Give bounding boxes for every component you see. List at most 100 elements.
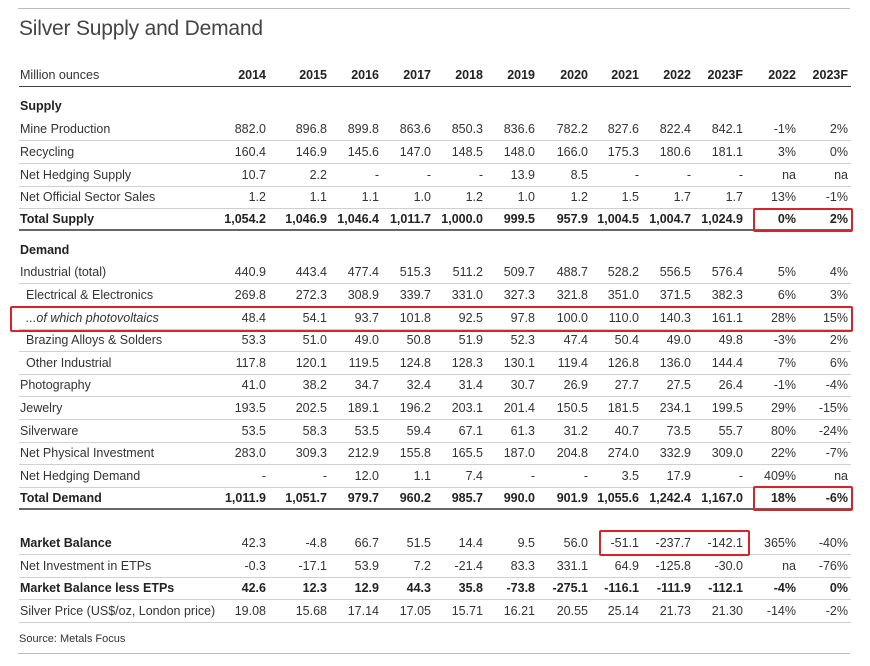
table-cell: 15.68 (295, 604, 327, 618)
table-cell: 827.6 (607, 122, 639, 136)
table-row: Net Investment in ETPs -0.3 -17.1 53.9 7.2 -2… (19, 556, 851, 578)
table-cell: 21.30 (711, 604, 743, 618)
table-cell: 339.7 (399, 288, 431, 302)
table-cell: 1.2 (465, 190, 483, 204)
table-cell: 44.3 (406, 581, 431, 595)
table-cell: 882.0 (234, 122, 266, 136)
table-cell: 19.08 (234, 604, 266, 618)
table-cell: 25.14 (607, 604, 639, 618)
table-cell: 1.5 (621, 190, 639, 204)
table-cell: 146.9 (295, 145, 327, 159)
table-cell: -275.1 (552, 581, 588, 595)
table-cell: 202.5 (295, 401, 327, 415)
table-cell: - (738, 168, 743, 182)
row-label: Industrial (total) (20, 265, 107, 279)
table-cell: 61.3 (510, 424, 535, 438)
row-label: Net Hedging Demand (20, 469, 141, 483)
table-cell: 17.14 (347, 604, 379, 618)
table-cell: 67.1 (458, 424, 483, 438)
table-cell: 1,054.2 (224, 212, 266, 226)
table-cell: 28% (770, 311, 796, 325)
table-cell: 26.9 (563, 378, 588, 392)
table-cell: -112.1 (708, 581, 743, 595)
table-cell: 13% (770, 190, 796, 204)
table-cell: 3% (777, 145, 796, 159)
table-cell: - (478, 168, 483, 182)
table-cell: 80% (770, 424, 796, 438)
table-cell: 12.9 (354, 581, 379, 595)
table-cell: 842.1 (711, 122, 743, 136)
table-cell: 957.9 (556, 212, 588, 226)
table-cell: 15.71 (451, 604, 483, 618)
page-title: Silver Supply and Demand (19, 17, 263, 40)
table-cell: 128.3 (451, 356, 483, 370)
table-cell: 21.73 (659, 604, 691, 618)
table-cell: - (686, 168, 691, 182)
table-cell: -237.7 (655, 536, 691, 550)
table-row: Jewelry 193.5 202.5 189.1 196.2 203.1 201.4 150… (19, 398, 851, 420)
table-cell: 38.2 (302, 378, 327, 392)
table-cell: 274.0 (607, 446, 639, 460)
table-cell: -7% (825, 446, 848, 460)
table-cell: 2.2 (309, 168, 327, 182)
table-cell: 50.4 (614, 333, 639, 347)
column-header: 2020 (560, 68, 588, 82)
table-cell: 97.8 (510, 311, 535, 325)
table-cell: 1,011.7 (389, 212, 431, 226)
table-cell: - (426, 168, 431, 182)
table-cell: 1,004.7 (649, 212, 691, 226)
table-cell: 511.2 (452, 265, 483, 279)
table-cell: 119.5 (348, 356, 379, 370)
table-cell: 836.6 (503, 122, 535, 136)
table-cell: 309.3 (295, 446, 327, 460)
table-cell: -2% (825, 604, 848, 618)
table-row: Mine Production 882.0 896.8 899.8 863.6 850.3… (19, 119, 851, 141)
table-cell: 1,000.0 (441, 212, 483, 226)
table-cell: 56.0 (563, 536, 588, 550)
table-cell: 150.5 (556, 401, 588, 415)
table-cell: 40.7 (614, 424, 639, 438)
row-label: Demand (20, 243, 70, 257)
row-label: Recycling (20, 145, 75, 159)
table-cell: 17.05 (399, 604, 431, 618)
table-cell: 165.5 (451, 446, 483, 460)
table-cell: 1,024.9 (701, 212, 743, 226)
table-cell: 1.1 (309, 190, 327, 204)
table-cell: 7% (777, 356, 796, 370)
table-cell: 822.4 (659, 122, 691, 136)
table-cell: 130.1 (503, 356, 535, 370)
table-cell: 15% (822, 311, 848, 325)
table-cell: - (583, 469, 588, 483)
table-cell: 212.9 (347, 446, 379, 460)
table-cell: -3% (773, 333, 796, 347)
table-cell: 7.4 (465, 469, 483, 483)
table-cell: 166.0 (556, 145, 588, 159)
column-header: 2017 (403, 68, 431, 82)
highlight-box-market-balance-deficit (599, 530, 750, 556)
table-cell: 8.5 (570, 168, 588, 182)
row-label: Silverware (20, 424, 79, 438)
table-cell: - (634, 168, 639, 182)
table-cell: 27.5 (666, 378, 691, 392)
table-cell: -111.9 (656, 581, 691, 595)
table-cell: -30.0 (714, 559, 744, 573)
table-cell: 117.8 (235, 356, 266, 370)
table-cell: 1,046.4 (337, 212, 379, 226)
table-cell: 119.4 (557, 356, 588, 370)
unit-label: Million ounces (20, 68, 100, 82)
table-cell: 50.8 (406, 333, 431, 347)
table-cell: -40% (818, 536, 848, 550)
table-row: Other Industrial 117.8 120.1 119.5 124.8 128.… (19, 353, 851, 375)
table-row: Electrical & Electronics 269.8 272.3 308.9 3… (19, 285, 851, 307)
row-label: Other Industrial (26, 356, 112, 370)
table-cell: 136.0 (659, 356, 691, 370)
table-cell: 196.2 (399, 401, 431, 415)
table-cell: -76% (818, 559, 848, 573)
table-cell: 990.0 (503, 491, 535, 505)
table-cell: 140.3 (659, 311, 691, 325)
table-cell: 14.4 (458, 536, 483, 550)
table-cell: -24% (818, 424, 848, 438)
table-cell: 351.0 (607, 288, 639, 302)
table-cell: 101.8 (399, 311, 431, 325)
table-cell: 1,004.5 (597, 212, 639, 226)
